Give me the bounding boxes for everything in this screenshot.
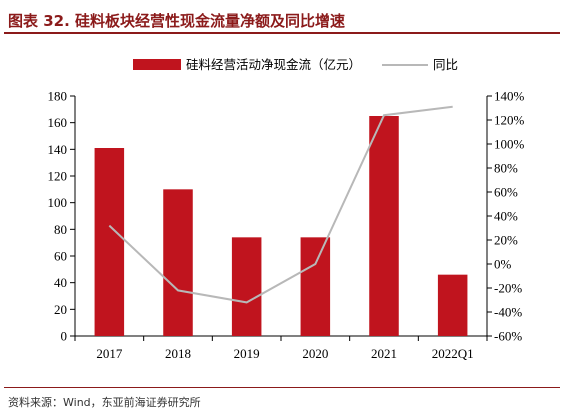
- y-tick-label: 40: [54, 275, 67, 290]
- bar-2021: [369, 116, 399, 336]
- y2-tick-label: -20%: [494, 281, 522, 296]
- legend-line-label: 同比: [433, 57, 458, 72]
- x-tick-label: 2019: [234, 346, 260, 361]
- y2-tick-label: 40%: [494, 209, 518, 224]
- footer-divider: [4, 387, 560, 388]
- figure-title: 图表 32. 硅料板块经营性现金流量净额及同比增速: [8, 12, 346, 30]
- yoy-line: [108, 105, 453, 304]
- y-tick-label: 160: [48, 115, 68, 130]
- bar-2018: [163, 189, 193, 336]
- y-tick-label: 20: [54, 302, 67, 317]
- y-tick-label: 0: [61, 329, 68, 344]
- legend-bar-label: 硅料经营活动净现金流（亿元）: [186, 57, 361, 72]
- y2-tick-label: 140%: [494, 89, 525, 104]
- y-tick-label: 140: [48, 142, 68, 157]
- y2-tick-label: 80%: [494, 161, 518, 176]
- source-note: 资料来源：Wind，东亚前海证券研究所: [8, 396, 201, 409]
- y-tick-label: 180: [48, 89, 68, 104]
- cash-flow-chart: 硅料经营活动净现金流（亿元） 同比 0 20 40 60 80 100 120 140 160 18…: [48, 57, 525, 362]
- x-tick-label: 2021: [371, 346, 397, 361]
- bar-2022q1: [437, 274, 468, 336]
- y-tick-label: 120: [48, 169, 68, 184]
- y2-tick-label: 0%: [494, 257, 512, 272]
- y2-tick-label: 100%: [494, 137, 525, 152]
- title-divider: [4, 32, 560, 34]
- y2-tick-label: 20%: [494, 233, 518, 248]
- y-tick-label: 80: [54, 222, 67, 237]
- y2-tick-label: 60%: [494, 185, 518, 200]
- y-tick-label: 60: [54, 249, 67, 264]
- y-tick-label: 100: [48, 195, 68, 210]
- legend: 硅料经营活动净现金流（亿元） 同比: [133, 57, 458, 72]
- bar-2017: [94, 148, 125, 336]
- bar-2019: [231, 237, 262, 336]
- y2-tick-label: -60%: [494, 329, 522, 344]
- x-tick-label: 2017: [96, 346, 123, 361]
- x-tick-label: 2020: [302, 346, 328, 361]
- x-tick-label: 2022Q1: [432, 346, 474, 361]
- legend-bar-swatch: [133, 59, 181, 70]
- y2-tick-label: 120%: [494, 113, 525, 128]
- x-tick-label: 2018: [165, 346, 191, 361]
- y2-tick-label: -40%: [494, 305, 522, 320]
- plot-area: 0 20 40 60 80 100 120 140 160 180 -60% -40% -20% 0% 20…: [48, 89, 525, 362]
- bar-2020: [300, 237, 331, 336]
